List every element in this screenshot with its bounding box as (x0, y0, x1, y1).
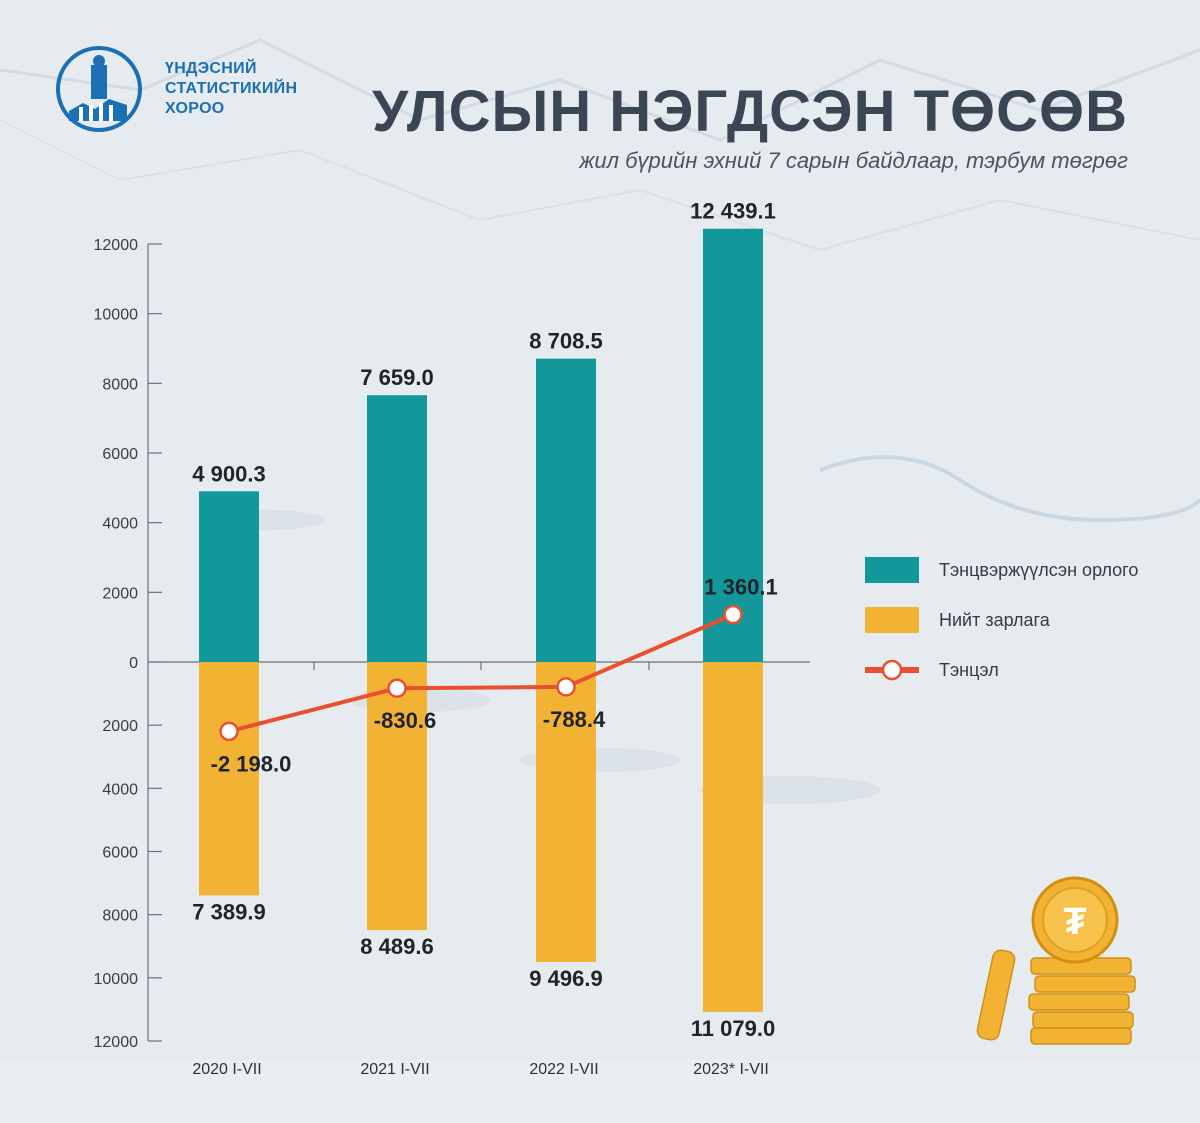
y-tick-label: 8000 (102, 908, 138, 925)
expenditure-bar (199, 662, 259, 896)
y-tick-label: 0 (129, 655, 138, 672)
balance-point (723, 604, 743, 625)
expenditure-bar (536, 662, 596, 962)
balance-point (556, 677, 576, 697)
y-tick-label: 12000 (94, 237, 139, 254)
legend-swatch-expenditure (865, 607, 919, 633)
balance-line (228, 612, 734, 734)
chart-legend: Тэнцвэржүүлсэн орлого Нийт зарлага Тэнцэ… (865, 545, 1138, 695)
x-category-label: 2023* I-VII (693, 1061, 769, 1078)
revenue-data-label: 7 659.0 (360, 365, 433, 390)
coin-stack-icon: ₮ (976, 876, 1136, 1045)
y-tick-label: 10000 (94, 971, 139, 988)
revenue-bar (199, 491, 259, 662)
legend-swatch-balance (865, 659, 919, 681)
revenue-bar (367, 395, 427, 662)
y-tick-label: 10000 (94, 307, 139, 324)
page-title: УЛСЫН НЭГДСЭН ТӨСӨВ (372, 79, 1128, 144)
balance-point (219, 721, 239, 742)
org-name-line1: ҮНДЭСНИЙ (165, 60, 257, 77)
balance-data-label: -788.4 (543, 707, 606, 732)
revenue-data-label: 12 439.1 (690, 199, 776, 224)
expenditure-bar (703, 662, 763, 1012)
revenue-data-label: 4 900.3 (192, 461, 265, 486)
y-tick-label: 8000 (102, 376, 138, 393)
expenditure-data-label: 11 079.0 (691, 1016, 775, 1041)
expenditure-data-label: 9 496.9 (529, 966, 602, 991)
expenditure-data-label: 8 489.6 (360, 934, 433, 959)
y-tick-label: 6000 (102, 845, 138, 862)
legend-item-revenue: Тэнцвэржүүлсэн орлого (865, 545, 1138, 595)
revenue-bar (536, 358, 596, 662)
y-tick-label: 2000 (102, 718, 138, 735)
revenue-bar (703, 228, 763, 662)
x-category-label: 2022 I-VII (529, 1061, 598, 1078)
y-tick-label: 12000 (94, 1034, 139, 1051)
balance-point (387, 678, 407, 698)
balance-data-label: -830.6 (374, 708, 436, 733)
org-name-line3: ХОРОО (165, 100, 225, 117)
legend-label-expenditure: Нийт зарлага (939, 609, 1050, 630)
expenditure-data-label: 7 389.9 (192, 899, 265, 924)
x-category-label: 2020 I-VII (192, 1061, 261, 1078)
x-category-label: 2021 I-VII (360, 1061, 429, 1078)
legend-label-balance: Тэнцэл (939, 659, 999, 680)
revenue-data-label: 8 708.5 (529, 329, 602, 354)
org-name-line2: СТАТИСТИКИЙН (165, 80, 298, 97)
expenditure-bar (367, 662, 427, 931)
org-logo: ҮНДЭСНИЙ СТАТИСТИКИЙН ХОРОО (55, 45, 315, 135)
balance-data-label: -2 198.0 (211, 751, 292, 776)
y-tick-label: 4000 (102, 781, 138, 798)
tugrik-sign-icon: ₮ (1063, 901, 1086, 943)
y-tick-label: 4000 (102, 516, 138, 533)
balance-data-label: 1 360.1 (704, 575, 777, 600)
y-tick-label: 6000 (102, 446, 138, 463)
legend-item-expenditure: Нийт зарлага (865, 595, 1138, 645)
org-name: ҮНДЭСНИЙ СТАТИСТИКИЙН ХОРОО (165, 59, 297, 119)
page-subtitle: жил бүрийн эхний 7 сарын байдлаар, тэрбу… (579, 148, 1128, 173)
soyombo-emblem-icon (56, 46, 142, 132)
legend-item-balance: Тэнцэл (865, 645, 1138, 695)
y-tick-label: 2000 (102, 585, 138, 602)
legend-swatch-revenue (865, 557, 919, 583)
legend-label-revenue: Тэнцвэржүүлсэн орлого (939, 559, 1139, 580)
